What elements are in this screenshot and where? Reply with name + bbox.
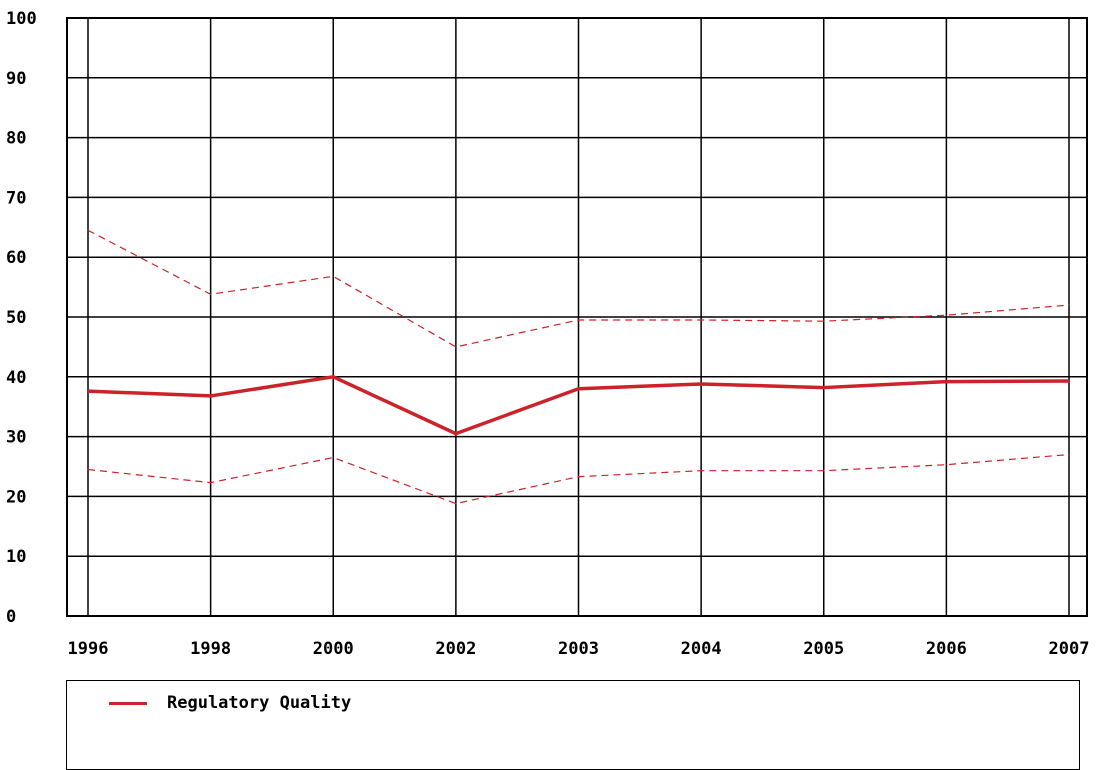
data-point	[700, 319, 702, 321]
x-tick-label: 2002	[435, 639, 476, 659]
data-point	[455, 433, 457, 435]
series-lines	[87, 229, 1070, 505]
data-point	[87, 229, 89, 231]
x-tick-label: 2006	[926, 639, 967, 659]
legend-label: Regulatory Quality	[167, 693, 352, 713]
y-tick-label: 60	[6, 248, 26, 268]
data-point	[332, 376, 334, 378]
legend-swatch	[109, 701, 147, 705]
y-tick-label: 100	[6, 9, 37, 29]
data-point	[332, 275, 334, 277]
y-axis-ticks: 0 10 20 30 40 50 60 70 80 90 100	[6, 9, 37, 627]
y-tick-label: 90	[6, 69, 26, 89]
y-tick-label: 20	[6, 487, 26, 507]
data-point	[1068, 304, 1070, 306]
x-tick-label: 1996	[68, 639, 109, 659]
x-tick-label: 2000	[313, 639, 354, 659]
x-tick-label: 2003	[558, 639, 599, 659]
data-point	[210, 482, 212, 484]
data-point	[87, 468, 89, 470]
data-point	[945, 464, 947, 466]
data-point	[455, 503, 457, 505]
y-tick-label: 70	[6, 188, 26, 208]
data-point	[87, 390, 89, 392]
x-tick-label: 1998	[190, 639, 231, 659]
data-point	[823, 320, 825, 322]
data-point	[578, 476, 579, 478]
x-tick-label: 2004	[681, 639, 722, 659]
line-chart: 0 10 20 30 40 50 60 70 80 90 100 1996 1998 2000 2002 2…	[6, 9, 1090, 659]
data-point	[945, 314, 947, 316]
data-point	[945, 381, 947, 383]
data-point	[823, 387, 825, 389]
data-point	[210, 395, 212, 397]
data-point	[578, 319, 579, 321]
data-point	[332, 457, 334, 459]
x-tick-label: 2007	[1049, 639, 1090, 659]
data-point	[823, 470, 825, 472]
legend-item-regulatory-quality: Regulatory Quality	[109, 693, 351, 713]
legend: Regulatory Quality	[66, 680, 1080, 770]
data-point	[210, 293, 212, 295]
y-tick-label: 0	[6, 607, 16, 627]
x-axis-ticks: 1996 1998 2000 2002 2003 2004 2005 2006 2007	[68, 639, 1090, 659]
y-tick-label: 10	[6, 547, 26, 567]
data-point	[1068, 454, 1070, 456]
data-point	[700, 383, 702, 385]
y-tick-label: 40	[6, 368, 26, 388]
grid	[66, 17, 1088, 617]
data-point	[700, 470, 702, 472]
y-tick-label: 50	[6, 308, 26, 328]
data-point	[455, 346, 457, 348]
y-tick-label: 80	[6, 129, 26, 149]
data-point	[578, 388, 579, 390]
data-point	[1068, 380, 1070, 382]
x-tick-label: 2005	[803, 639, 844, 659]
y-tick-label: 30	[6, 428, 26, 448]
